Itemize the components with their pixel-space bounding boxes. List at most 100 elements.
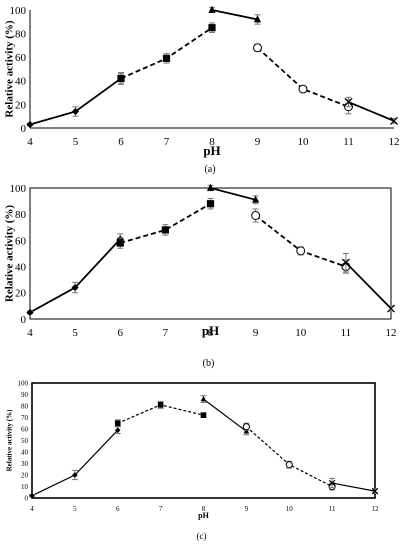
x-tick-label: 9 <box>245 505 249 513</box>
y-tick-label: 40 <box>15 76 27 88</box>
series-square <box>117 22 216 84</box>
data-point <box>208 5 216 13</box>
y-tick-label: 60 <box>21 425 29 433</box>
data-point <box>161 226 169 234</box>
data-point <box>389 116 399 125</box>
data-point <box>253 15 262 23</box>
x-tick-label: 5 <box>73 136 79 148</box>
chart-panel-3: 4 5 6 7 8 9 10 11 12 0 10 20 30 40 50 60 70 80 90 100 Relati… <box>6 379 379 541</box>
data-point <box>251 211 261 220</box>
x-tick-label: 7 <box>159 505 163 513</box>
x-tick-label: 5 <box>72 327 78 339</box>
series-diamond <box>26 233 124 317</box>
series-diamond <box>26 72 125 129</box>
x-tick-label: 4 <box>27 136 33 148</box>
series-line <box>29 238 121 314</box>
data-point <box>296 246 306 256</box>
data-point <box>26 308 34 317</box>
x-tick-label: 8 <box>208 327 214 339</box>
x-tick-label: 8 <box>209 136 215 148</box>
data-point <box>114 427 121 433</box>
y-axis-label: Relative activity (%) <box>4 20 16 117</box>
x-axis-label: pH <box>202 323 219 338</box>
x-tick-label: 6 <box>116 505 120 513</box>
y-tick-label: 50 <box>21 437 29 445</box>
series-line <box>245 426 333 488</box>
panel-caption: (b) <box>203 358 215 369</box>
y-tick-label: 80 <box>15 28 27 40</box>
x-tick-label: 4 <box>30 505 34 513</box>
series-line <box>210 187 256 201</box>
y-tick-label: 10 <box>21 483 29 491</box>
x-axis-label: pH <box>198 511 209 520</box>
x-tick-label: 5 <box>73 505 77 513</box>
series-cross <box>344 96 399 125</box>
x-tick-label: 11 <box>343 136 354 148</box>
data-point <box>206 200 215 208</box>
series-cross <box>341 253 396 313</box>
data-point <box>71 107 80 116</box>
series-line <box>348 101 395 122</box>
data-point <box>208 24 216 32</box>
y-tick-label: 100 <box>18 379 29 387</box>
x-tick-label: 11 <box>341 327 352 339</box>
x-tick-label: 12 <box>389 136 400 148</box>
y-tick-label: 90 <box>21 391 29 399</box>
series-circle <box>251 208 351 274</box>
series-diamond <box>29 426 121 499</box>
x-tick-label: 12 <box>372 505 380 513</box>
y-tick-label: 60 <box>15 52 27 64</box>
y-tick-label: 0 <box>21 123 27 135</box>
data-point <box>157 402 164 408</box>
data-point <box>252 195 260 203</box>
series-circle <box>253 43 353 115</box>
chart-panel-2: 4 5 6 7 8 9 10 11 12 0 20 40 60 80 100 Relative activit… <box>4 183 397 369</box>
series-line <box>256 47 349 108</box>
series-line <box>29 77 122 126</box>
x-tick-label: 10 <box>295 327 307 339</box>
series-line <box>31 429 119 497</box>
series-line <box>345 262 392 310</box>
x-tick-label: 12 <box>386 327 397 339</box>
data-point <box>72 472 78 478</box>
series-line <box>119 202 211 244</box>
panel-caption: (a) <box>204 164 215 175</box>
x-axis-label: pH <box>203 143 220 158</box>
series-line <box>332 482 376 492</box>
x-tick-label: 4 <box>27 327 33 339</box>
data-point <box>285 461 293 469</box>
data-point <box>200 395 207 402</box>
y-tick-label: 30 <box>21 460 29 468</box>
x-tick-label: 8 <box>202 505 206 513</box>
data-point <box>341 258 350 267</box>
data-point <box>328 479 336 487</box>
series-line <box>255 214 347 268</box>
y-axis-label: Relative activity (%) <box>4 205 16 302</box>
x-tick-label: 10 <box>298 136 310 148</box>
data-point <box>242 423 250 431</box>
y-tick-label: 60 <box>15 235 27 247</box>
x-tick-label: 6 <box>118 136 124 148</box>
data-point <box>117 74 125 83</box>
y-tick-label: 40 <box>21 448 29 456</box>
series-circle <box>242 422 336 491</box>
data-point <box>386 304 396 313</box>
y-axis-label: Relative activity (%) <box>6 409 14 471</box>
data-point <box>243 427 250 434</box>
data-point <box>253 43 262 53</box>
data-point <box>114 420 121 427</box>
series-triangle <box>208 5 262 25</box>
series-cross <box>328 477 379 495</box>
y-tick-label: 100 <box>10 183 27 195</box>
data-point <box>371 487 379 495</box>
data-point <box>206 183 215 191</box>
data-point <box>71 283 79 292</box>
series-line <box>211 9 258 21</box>
y-tick-label: 70 <box>21 414 29 422</box>
y-tick-label: 40 <box>15 261 27 273</box>
y-tick-label: 0 <box>21 314 27 326</box>
x-tick-label: 7 <box>163 327 169 339</box>
series-square <box>116 197 215 249</box>
panel-caption: (c) <box>197 531 207 541</box>
